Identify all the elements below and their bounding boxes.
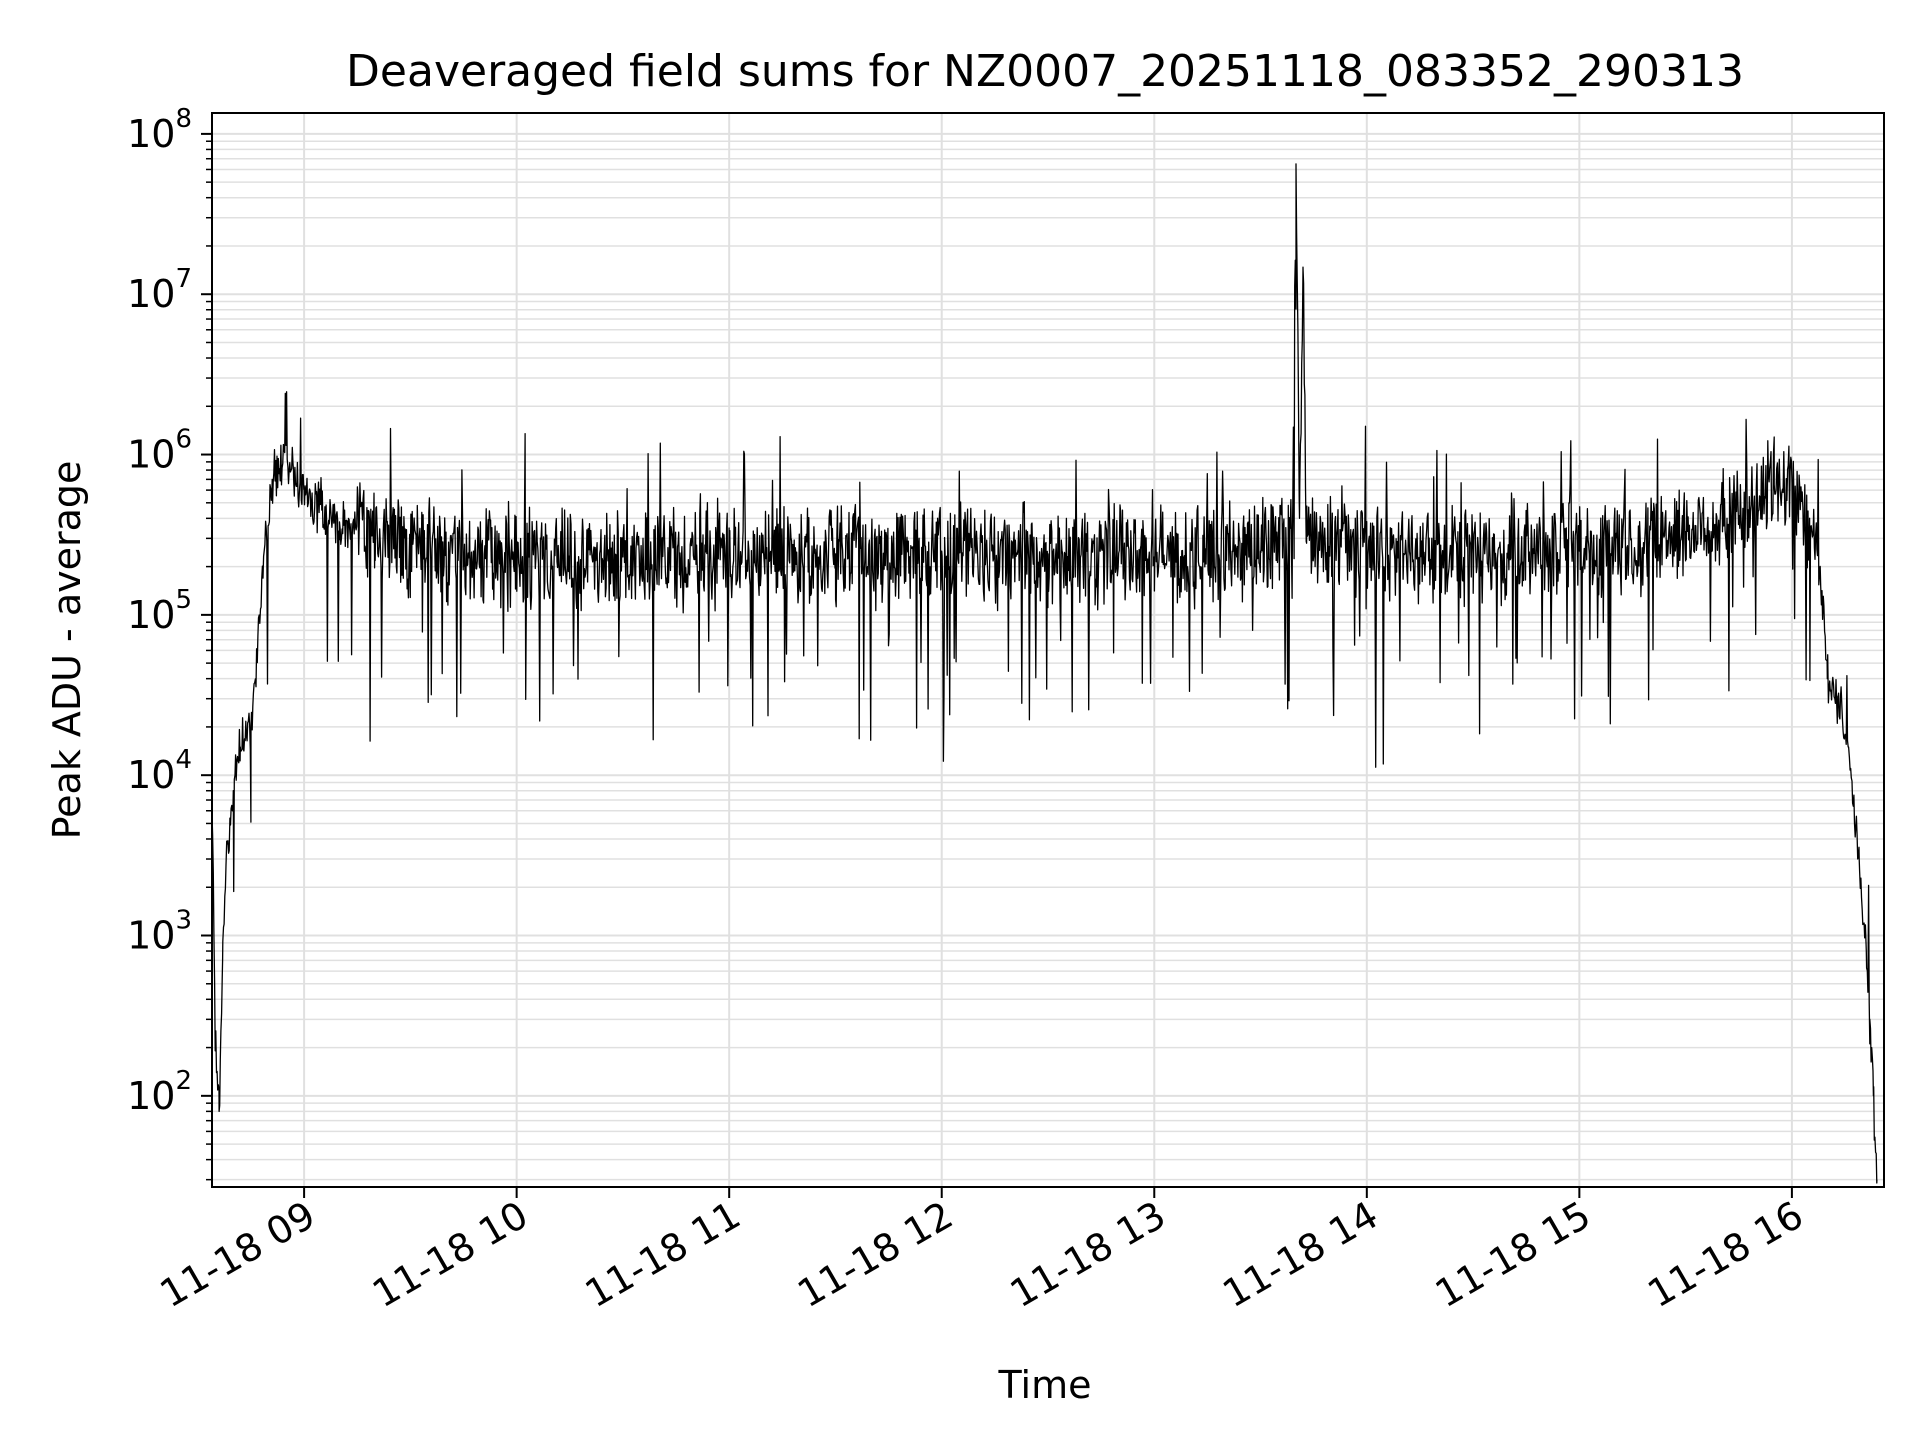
y-tick-label: 108 bbox=[127, 104, 192, 156]
y-tick-label: 105 bbox=[127, 585, 192, 637]
y-tick-label: 104 bbox=[127, 745, 192, 797]
y-axis-label: Peak ADU - average bbox=[45, 461, 89, 840]
x-axis-label: Time bbox=[998, 1363, 1092, 1407]
y-tick-label: 107 bbox=[127, 264, 192, 316]
y-axis: 102 103 104 105 106 107 108 bbox=[127, 104, 212, 1181]
grid bbox=[212, 113, 1884, 1187]
series-line bbox=[211, 163, 1878, 1184]
y-tick-label: 106 bbox=[127, 425, 192, 477]
y-tick-label: 103 bbox=[127, 906, 192, 958]
y-tick-label: 102 bbox=[127, 1066, 192, 1118]
chart-title: Deaveraged field sums for NZ0007_2025111… bbox=[346, 46, 1744, 97]
series-layer bbox=[211, 163, 1878, 1184]
